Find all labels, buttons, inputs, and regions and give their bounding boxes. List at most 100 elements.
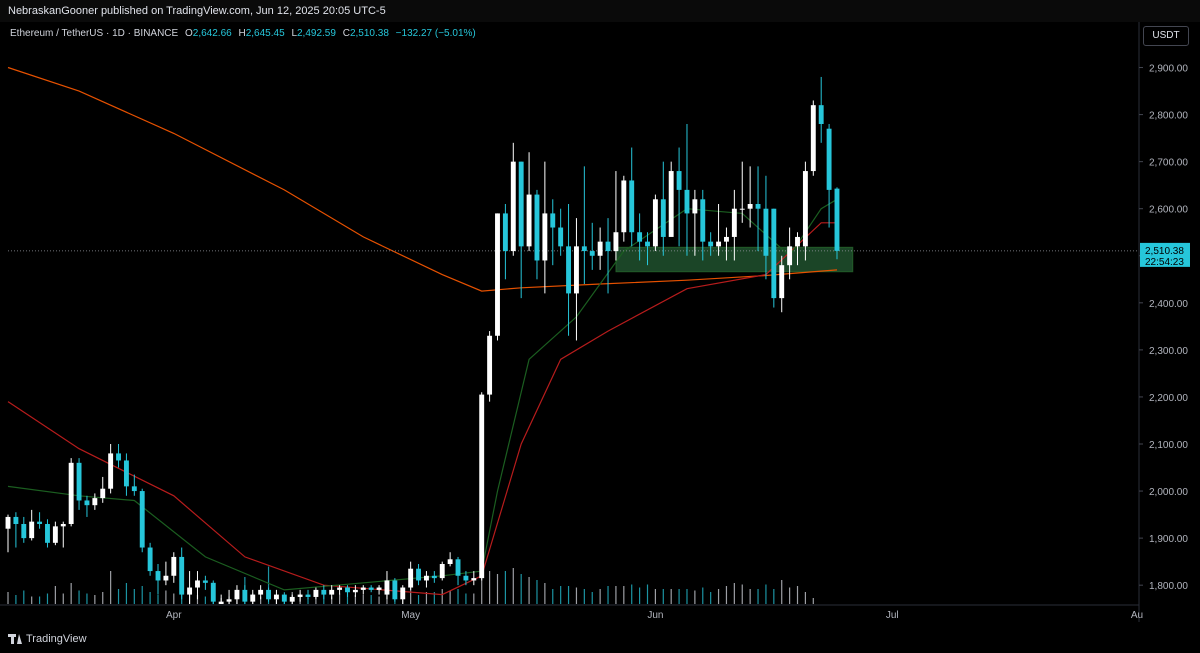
candle-body bbox=[266, 589, 271, 600]
x-tick-label: Jul bbox=[886, 610, 899, 621]
candle-body bbox=[321, 589, 327, 595]
candle-body bbox=[100, 488, 106, 499]
candle-body bbox=[597, 241, 603, 256]
candle-body bbox=[431, 575, 437, 579]
candle-body bbox=[795, 236, 800, 247]
candle-body bbox=[487, 335, 493, 395]
candle-body bbox=[566, 246, 571, 294]
low-value: 2,492.59 bbox=[297, 28, 336, 39]
candle-body bbox=[352, 589, 358, 593]
y-tick-label: 2,300.00 bbox=[1149, 346, 1188, 357]
candle-body bbox=[621, 180, 627, 233]
candle-body bbox=[5, 516, 11, 529]
change-value: −132.27 (−5.01%) bbox=[395, 28, 476, 39]
moving-average-line bbox=[7, 222, 837, 596]
candle-body bbox=[724, 236, 729, 242]
candle-body bbox=[52, 526, 58, 543]
currency-button[interactable]: USDT bbox=[1143, 26, 1189, 46]
candle-body bbox=[463, 575, 469, 581]
chart-frame bbox=[0, 22, 1200, 653]
candle-body bbox=[502, 213, 508, 252]
candle-body bbox=[155, 571, 161, 581]
candle-body bbox=[337, 587, 343, 590]
candle-body bbox=[637, 232, 643, 242]
candle-body bbox=[810, 105, 816, 172]
close-value: 2,510.38 bbox=[349, 28, 389, 39]
candle-body bbox=[108, 453, 114, 489]
candle-body bbox=[29, 521, 35, 539]
candle-body bbox=[345, 587, 350, 593]
candle-body bbox=[818, 105, 824, 124]
brand-label: TradingView bbox=[26, 633, 87, 645]
candle-body bbox=[534, 194, 540, 261]
candle-body bbox=[384, 580, 390, 595]
open-key: O bbox=[184, 28, 193, 39]
candle-body bbox=[787, 246, 793, 266]
candle-body bbox=[210, 582, 216, 602]
last-price-badge bbox=[1140, 242, 1190, 267]
candle-body bbox=[692, 199, 698, 214]
candle-body bbox=[84, 500, 90, 506]
moving-average-line bbox=[7, 66, 838, 292]
candle-body bbox=[400, 587, 406, 600]
candle-body bbox=[139, 491, 145, 548]
candle-body bbox=[755, 204, 761, 209]
candle-body bbox=[116, 453, 121, 461]
candle-body bbox=[289, 596, 295, 602]
candle-body bbox=[739, 208, 745, 210]
candle-body bbox=[147, 547, 153, 572]
candle-body bbox=[68, 462, 74, 524]
y-tick-label: 2,200.00 bbox=[1149, 393, 1188, 404]
tradingview-brand[interactable]: TradingView bbox=[8, 633, 87, 645]
candle-body bbox=[558, 227, 564, 247]
x-tick-label: Jun bbox=[647, 610, 663, 621]
candle-body bbox=[423, 575, 429, 581]
y-tick-label: 2,900.00 bbox=[1149, 64, 1188, 75]
candle-body bbox=[297, 594, 303, 597]
candle-body bbox=[629, 180, 635, 233]
open-value: 2,642.66 bbox=[192, 28, 232, 39]
candle-body bbox=[589, 251, 595, 256]
x-tick-label: Apr bbox=[166, 610, 182, 621]
candle-body bbox=[495, 213, 500, 336]
candle-body bbox=[550, 213, 556, 228]
candle-body bbox=[747, 204, 753, 209]
candle-body bbox=[329, 589, 335, 595]
candle-body bbox=[526, 194, 532, 247]
y-tick-label: 1,900.00 bbox=[1149, 534, 1188, 545]
candle-body bbox=[668, 171, 674, 237]
candle-body bbox=[542, 213, 548, 261]
candle-body bbox=[439, 564, 445, 579]
candle-body bbox=[826, 128, 832, 190]
candle-body bbox=[92, 498, 98, 506]
candle-body bbox=[676, 171, 682, 190]
candle-body bbox=[313, 589, 319, 597]
candle-body bbox=[392, 580, 398, 600]
countdown-label: 22:54:23 bbox=[1145, 257, 1184, 268]
candle-body bbox=[471, 578, 477, 581]
candle-body bbox=[171, 556, 177, 576]
symbol-label: Ethereum / TetherUS · 1D · BINANCE bbox=[10, 28, 179, 39]
ohlc-legend: Ethereum / TetherUS · 1D · BINANCE O2,64… bbox=[10, 28, 476, 39]
high-key: H bbox=[238, 28, 246, 39]
candle-body bbox=[187, 587, 193, 595]
candle-body bbox=[416, 568, 421, 581]
candle-body bbox=[763, 208, 769, 256]
candle-body bbox=[684, 189, 690, 214]
candle-body bbox=[645, 241, 650, 247]
candle-body bbox=[131, 486, 137, 492]
candle-body bbox=[581, 246, 587, 252]
candle-body bbox=[13, 516, 19, 524]
candle-body bbox=[771, 208, 777, 299]
candle-body bbox=[360, 587, 366, 590]
candle-body bbox=[273, 594, 279, 600]
candle-body bbox=[802, 171, 808, 247]
candle-body bbox=[660, 199, 666, 237]
candle-body bbox=[60, 524, 66, 527]
x-tick-label: May bbox=[401, 610, 420, 621]
candle-body bbox=[708, 241, 714, 247]
candle-body bbox=[21, 524, 27, 539]
candle-body bbox=[281, 594, 287, 602]
last-price-label: 2,510.38 bbox=[1145, 246, 1184, 257]
